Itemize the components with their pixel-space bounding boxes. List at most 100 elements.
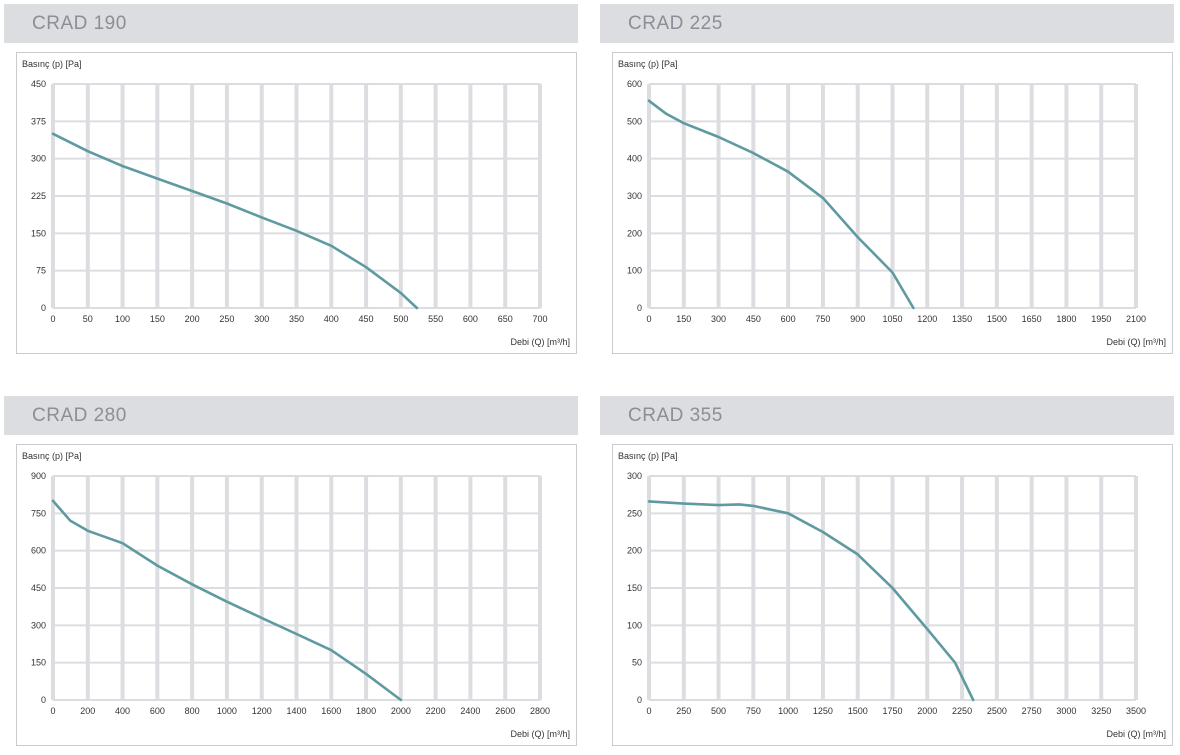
x-tick-label: 2400	[460, 706, 480, 716]
chart-svg: 0 100 200 300 400 500 600 0 150 300 450 600 750 900 10…	[627, 79, 1146, 324]
x-tick-label: 450	[746, 314, 761, 324]
y-tick-label: 150	[31, 658, 46, 668]
y-tick-label: 150	[627, 583, 642, 593]
x-tick-label: 550	[428, 314, 443, 324]
y-tick-label: 300	[627, 191, 642, 201]
x-tick-label: 1800	[1056, 314, 1076, 324]
x-tick-label: 3000	[1056, 706, 1076, 716]
x-tick-label: 150	[150, 314, 165, 324]
x-tick-label: 1400	[286, 706, 306, 716]
y-tick-label: 200	[627, 228, 642, 238]
plot-area: Basınç (p) [Pa] Debi (Q) [m³/h] 0 75 150 22…	[16, 52, 577, 354]
chart-title: CRAD 355	[600, 396, 1174, 435]
y-tick-label: 600	[31, 546, 46, 556]
x-tick-label: 250	[219, 314, 234, 324]
y-tick-label: 50	[632, 658, 642, 668]
x-tick-label: 2800	[530, 706, 550, 716]
y-tick-label: 450	[31, 583, 46, 593]
y-tick-label: 0	[41, 695, 46, 705]
series-line	[51, 499, 403, 702]
x-tick-label: 50	[83, 314, 93, 324]
x-tick-label: 0	[646, 706, 651, 716]
x-tick-label: 1250	[813, 706, 833, 716]
x-tick-label: 350	[289, 314, 304, 324]
x-tick-label: 1000	[217, 706, 237, 716]
x-tick-label: 600	[781, 314, 796, 324]
y-axis-title: Basınç (p) [Pa]	[22, 451, 82, 461]
plot-area: Basınç (p) [Pa] Debi (Q) [m³/h] 0 100 200 3…	[612, 52, 1173, 354]
x-tick-label: 750	[815, 314, 830, 324]
y-tick-label: 300	[627, 471, 642, 481]
x-tick-label: 2600	[495, 706, 515, 716]
x-tick-label: 700	[532, 314, 547, 324]
chart-title: CRAD 280	[4, 396, 578, 435]
x-tick-label: 1750	[882, 706, 902, 716]
series-line	[647, 99, 915, 310]
y-tick-label: 75	[36, 266, 46, 276]
x-tick-label: 600	[463, 314, 478, 324]
x-tick-label: 650	[498, 314, 513, 324]
x-tick-label: 800	[185, 706, 200, 716]
chart-title: CRAD 190	[4, 4, 578, 43]
y-tick-label: 300	[31, 620, 46, 630]
x-tick-label: 750	[746, 706, 761, 716]
x-axis-title: Debi (Q) [m³/h]	[510, 729, 570, 739]
y-tick-label: 600	[627, 79, 642, 89]
x-tick-label: 1200	[252, 706, 272, 716]
y-tick-label: 225	[31, 191, 46, 201]
y-tick-label: 250	[627, 508, 642, 518]
plot-area: Basınç (p) [Pa] Debi (Q) [m³/h] 0 50 100 15…	[612, 444, 1173, 746]
series-line	[51, 132, 419, 310]
chart-svg: 0 150 300 450 600 750 900 0 200 400 600 800 1000 1200…	[31, 471, 550, 716]
x-tick-label: 500	[711, 706, 726, 716]
x-tick-label: 400	[115, 706, 130, 716]
x-tick-label: 1050	[882, 314, 902, 324]
x-tick-label: 2200	[426, 706, 446, 716]
plot-area: Basınç (p) [Pa] Debi (Q) [m³/h] 0 150 300 4…	[16, 444, 577, 746]
x-tick-label: 1650	[1022, 314, 1042, 324]
x-tick-label: 600	[150, 706, 165, 716]
y-tick-label: 750	[31, 508, 46, 518]
y-tick-label: 900	[31, 471, 46, 481]
y-tick-label: 0	[41, 303, 46, 313]
x-tick-label: 400	[324, 314, 339, 324]
y-axis-title: Basınç (p) [Pa]	[618, 59, 678, 69]
y-tick-label: 375	[31, 116, 46, 126]
x-tick-label: 0	[646, 314, 651, 324]
x-tick-label: 1000	[778, 706, 798, 716]
x-tick-label: 1500	[848, 706, 868, 716]
y-tick-label: 150	[31, 228, 46, 238]
x-tick-label: 150	[676, 314, 691, 324]
x-tick-label: 3500	[1126, 706, 1146, 716]
y-tick-label: 450	[31, 79, 46, 89]
x-tick-label: 200	[80, 706, 95, 716]
y-axis-title: Basınç (p) [Pa]	[618, 451, 678, 461]
x-tick-label: 100	[115, 314, 130, 324]
x-tick-label: 2500	[987, 706, 1007, 716]
x-tick-label: 2000	[391, 706, 411, 716]
y-axis-title: Basınç (p) [Pa]	[22, 59, 82, 69]
x-axis-title: Debi (Q) [m³/h]	[1106, 729, 1166, 739]
x-tick-label: 3250	[1091, 706, 1111, 716]
x-tick-label: 200	[185, 314, 200, 324]
x-tick-label: 0	[50, 706, 55, 716]
x-tick-label: 250	[676, 706, 691, 716]
y-tick-label: 500	[627, 116, 642, 126]
chart-title: CRAD 225	[600, 4, 1174, 43]
y-tick-label: 0	[637, 695, 642, 705]
x-axis-title: Debi (Q) [m³/h]	[1106, 337, 1166, 347]
y-tick-label: 200	[627, 546, 642, 556]
x-tick-label: 900	[850, 314, 865, 324]
y-tick-label: 400	[627, 154, 642, 164]
x-tick-label: 1200	[917, 314, 937, 324]
x-tick-label: 1600	[321, 706, 341, 716]
x-tick-label: 2250	[952, 706, 972, 716]
x-tick-label: 1950	[1091, 314, 1111, 324]
x-tick-label: 1500	[987, 314, 1007, 324]
x-axis-title: Debi (Q) [m³/h]	[510, 337, 570, 347]
series-line	[647, 500, 975, 702]
y-tick-label: 100	[627, 620, 642, 630]
x-tick-label: 450	[359, 314, 374, 324]
x-tick-label: 2000	[917, 706, 937, 716]
